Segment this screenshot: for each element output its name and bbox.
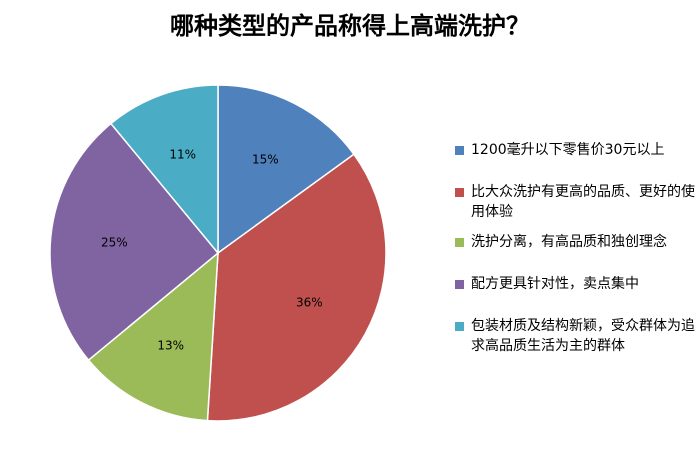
pie-slice xyxy=(87,251,219,422)
data-label: 13% xyxy=(157,338,184,352)
legend-label: 比大众洗护有更高的品质、更好的使用体验 xyxy=(471,184,695,220)
legend-item: 洗护分离，有高品质和独创理念 xyxy=(455,232,695,252)
pie-slice xyxy=(49,122,220,362)
pie-slice xyxy=(217,84,355,255)
data-label: 15% xyxy=(252,153,279,167)
legend-label: 1200毫升以下零售价30元以上 xyxy=(471,142,665,158)
legend-item: 配方更具针对性，卖点集中 xyxy=(455,274,695,294)
data-label: 11% xyxy=(169,147,196,161)
legend-label: 包装材质及结构新颖，受众群体为追求高品质生活为主的群体 xyxy=(471,318,695,354)
legend: 1200毫升以下零售价30元以上比大众洗护有更高的品质、更好的使用体验洗护分离，… xyxy=(455,140,695,356)
legend-swatch xyxy=(455,238,464,247)
legend-label: 洗护分离，有高品质和独创理念 xyxy=(471,234,667,250)
legend-item: 1200毫升以下零售价30元以上 xyxy=(455,140,695,160)
data-label: 25% xyxy=(101,236,128,250)
chart-title: 哪种类型的产品称得上高端洗护？ xyxy=(170,11,530,40)
legend-label: 配方更具针对性，卖点集中 xyxy=(471,276,639,292)
legend-swatch xyxy=(455,322,464,331)
legend-item: 比大众洗护有更高的品质、更好的使用体验 xyxy=(455,182,695,222)
pie-slice xyxy=(206,153,387,422)
data-label: 36% xyxy=(296,296,323,310)
legend-swatch xyxy=(455,146,464,155)
legend-swatch xyxy=(455,280,464,289)
pie-slice xyxy=(109,84,219,256)
legend-item: 包装材质及结构新颖，受众群体为追求高品质生活为主的群体 xyxy=(455,316,695,356)
legend-swatch xyxy=(455,188,464,197)
